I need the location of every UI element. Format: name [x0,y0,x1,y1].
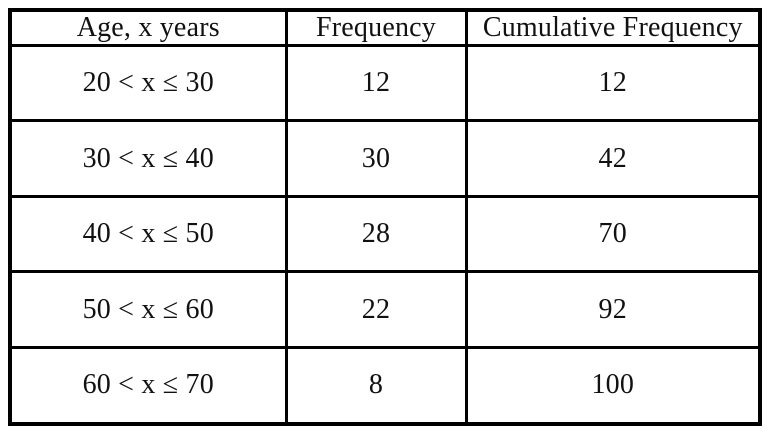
col-header-age: Age, x years [8,8,288,47]
table-row: 60 < x ≤ 70 8 100 [8,345,762,426]
frequency-cell: 30 [284,119,468,198]
age-interval-cell: 60 < x ≤ 70 [8,345,288,426]
table-body: 20 < x ≤ 30 12 12 30 < x ≤ 40 30 42 40 <… [8,43,762,426]
col-header-cumulative-frequency: Cumulative Frequency [464,8,762,47]
age-interval-cell: 30 < x ≤ 40 [8,119,288,198]
age-interval-cell: 20 < x ≤ 30 [8,43,288,123]
table-row: 20 < x ≤ 30 12 12 [8,43,762,123]
col-header-frequency: Frequency [284,8,468,47]
header-row: Age, x years Frequency Cumulative Freque… [8,8,762,47]
table-row: 50 < x ≤ 60 22 92 [8,270,762,349]
frequency-cell: 8 [284,345,468,426]
frequency-table: Age, x years Frequency Cumulative Freque… [8,8,762,426]
age-interval-cell: 40 < x ≤ 50 [8,194,288,274]
cumulative-frequency-cell: 70 [464,194,762,274]
frequency-cell: 12 [284,43,468,123]
cumulative-frequency-cell: 100 [464,345,762,426]
frequency-cell: 22 [284,270,468,349]
cumulative-frequency-cell: 12 [464,43,762,123]
cumulative-frequency-cell: 92 [464,270,762,349]
age-interval-cell: 50 < x ≤ 60 [8,270,288,349]
cumulative-frequency-cell: 42 [464,119,762,198]
frequency-cell: 28 [284,194,468,274]
table-header: Age, x years Frequency Cumulative Freque… [8,8,762,47]
table-row: 40 < x ≤ 50 28 70 [8,194,762,274]
table-row: 30 < x ≤ 40 30 42 [8,119,762,198]
